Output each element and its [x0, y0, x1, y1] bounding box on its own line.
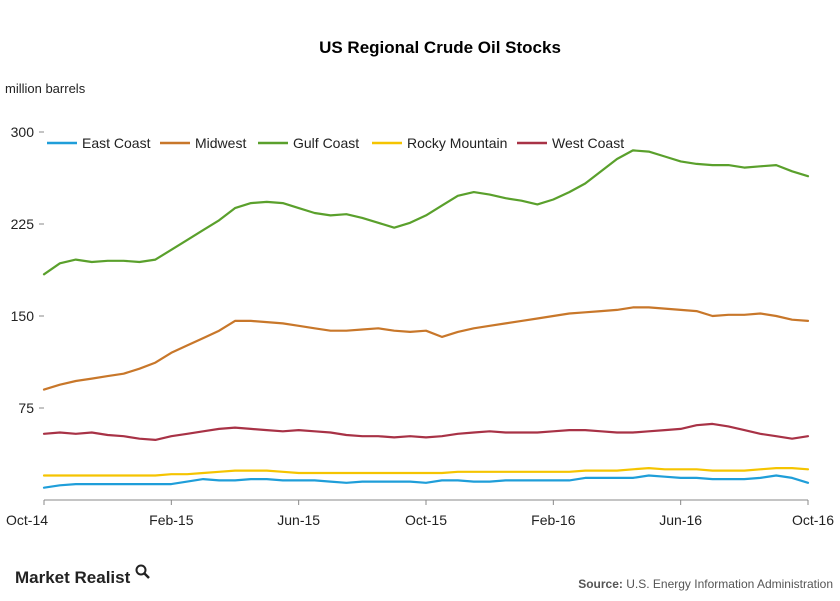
magnifier-icon: [135, 564, 150, 579]
legend: East Coast Midwest Gulf Coast Rocky Mountai…: [47, 135, 624, 151]
x-tick-label: Feb-16: [531, 512, 576, 528]
x-tick-label: Feb-15: [149, 512, 194, 528]
source-text: U.S. Energy Information Administration: [626, 577, 833, 591]
y-axis-label: million barrels: [5, 81, 86, 96]
legend-label: Midwest: [195, 135, 246, 151]
y-tick-label: 300: [11, 124, 35, 140]
legend-label: West Coast: [552, 135, 624, 151]
series-line-midwest: [42, 306, 810, 391]
series-line-rocky-mountain: [42, 467, 810, 477]
brand-logo: Market Realist: [15, 564, 150, 587]
y-tick-label: 75: [18, 400, 34, 416]
x-tick-label: Oct-16: [792, 512, 834, 528]
y-tick-label: 225: [11, 216, 35, 232]
series-line-east-coast: [42, 474, 810, 489]
y-tick-label: 150: [11, 308, 35, 324]
legend-label: Rocky Mountain: [407, 135, 507, 151]
x-tick-label: Jun-15: [277, 512, 320, 528]
x-tick-label: Oct-15: [405, 512, 447, 528]
source-note: Source: U.S. Energy Information Administ…: [578, 577, 833, 591]
x-tick-label: Jun-16: [659, 512, 702, 528]
legend-label: Gulf Coast: [293, 135, 359, 151]
brand-name: Market Realist: [15, 568, 131, 587]
legend-label: East Coast: [82, 135, 151, 151]
series-line-west-coast: [42, 422, 810, 441]
x-tick-label: Oct-14: [6, 512, 48, 528]
series-line-gulf-coast: [42, 149, 810, 276]
chart-title: US Regional Crude Oil Stocks: [319, 38, 561, 57]
x-axis: Oct-14 Feb-15 Jun-15 Oct-15 Feb-16 Jun-16 Oct-…: [6, 499, 834, 528]
source-prefix: Source:: [578, 577, 623, 591]
series-lines: [42, 149, 810, 489]
y-axis: 75 150 225 300: [11, 124, 44, 416]
